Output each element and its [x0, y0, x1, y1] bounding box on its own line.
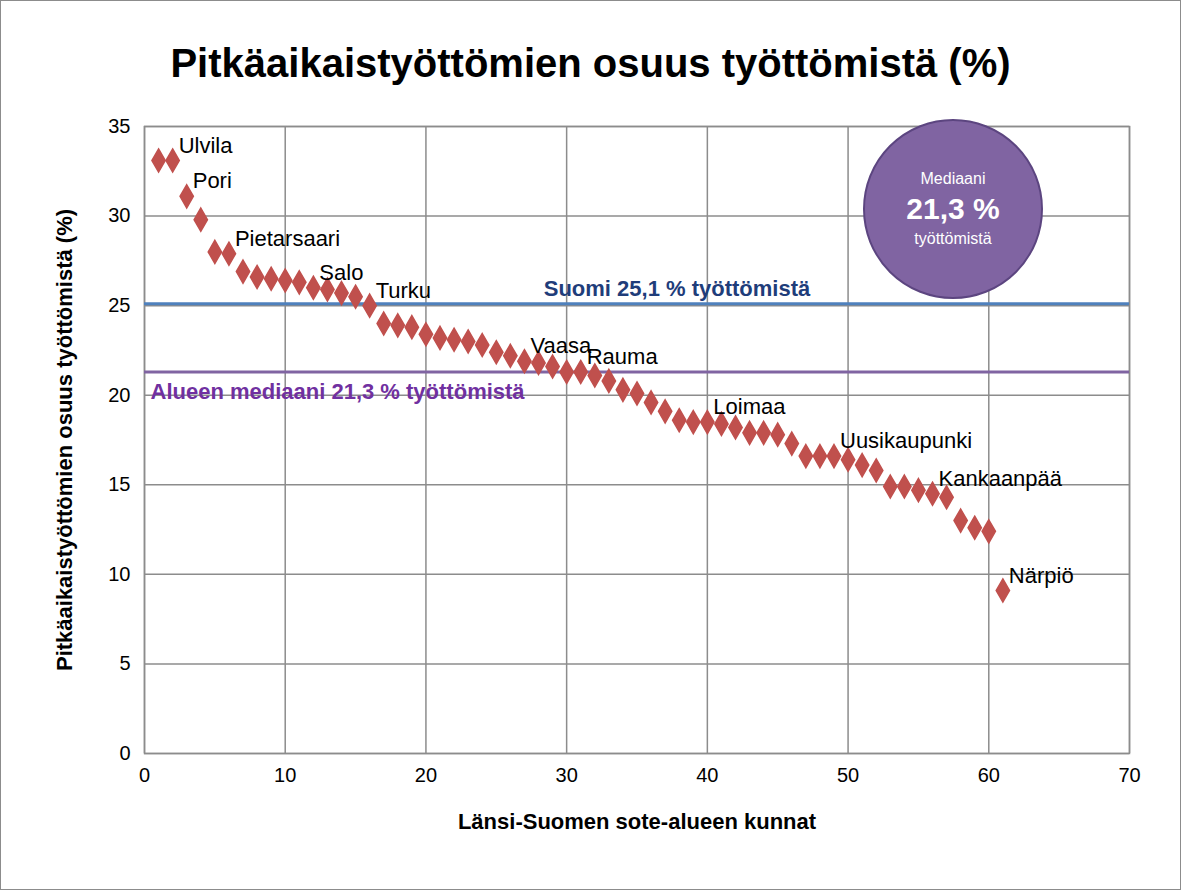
svg-text:20: 20 — [415, 764, 437, 786]
svg-text:10: 10 — [274, 764, 296, 786]
svg-text:Pitkäaikaistyöttömien osuus ty: Pitkäaikaistyöttömien osuus työttömistä … — [52, 209, 77, 671]
svg-text:Loimaa: Loimaa — [713, 394, 786, 419]
svg-text:Salo: Salo — [319, 260, 363, 285]
svg-text:0: 0 — [119, 742, 130, 764]
svg-text:50: 50 — [837, 764, 859, 786]
svg-text:Ulvila: Ulvila — [179, 133, 234, 158]
svg-text:Uusikaupunki: Uusikaupunki — [840, 428, 972, 453]
html-text:21,3 %: 21,3 % — [906, 192, 1000, 225]
svg-text:25: 25 — [108, 294, 130, 316]
html-text:Mediaani: Mediaani — [920, 170, 986, 187]
html-text:Pitkäaikaistyöttömien osuus ty: Pitkäaikaistyöttömien osuus työttömistä … — [170, 41, 1011, 85]
svg-text:Alueen mediaani 21,3 % työttöm: Alueen mediaani 21,3 % työttömistä — [151, 379, 526, 404]
svg-text:Pietarsaari: Pietarsaari — [235, 226, 340, 251]
svg-text:Länsi-Suomen sote-alueen kunna: Länsi-Suomen sote-alueen kunnat — [458, 809, 817, 834]
svg-text:Vaasa: Vaasa — [530, 333, 592, 358]
svg-text:60: 60 — [978, 764, 1000, 786]
svg-text:15: 15 — [108, 473, 130, 495]
svg-text:Rauma: Rauma — [587, 344, 659, 369]
svg-text:70: 70 — [1118, 764, 1140, 786]
svg-text:20: 20 — [108, 384, 130, 406]
svg-text:Kankaanpää: Kankaanpää — [939, 466, 1063, 491]
html-text:työttömistä: työttömistä — [914, 230, 992, 247]
svg-text:30: 30 — [556, 764, 578, 786]
svg-text:0: 0 — [139, 764, 150, 786]
svg-text:5: 5 — [119, 652, 130, 674]
svg-text:Närpiö: Närpiö — [1009, 563, 1074, 588]
svg-text:40: 40 — [696, 764, 718, 786]
svg-text:Pori: Pori — [193, 168, 232, 193]
svg-text:Suomi 25,1 % työttömistä: Suomi 25,1 % työttömistä — [544, 276, 811, 301]
svg-text:Turku: Turku — [376, 278, 431, 303]
svg-text:30: 30 — [108, 204, 130, 226]
svg-text:10: 10 — [108, 563, 130, 585]
svg-text:35: 35 — [108, 115, 130, 137]
